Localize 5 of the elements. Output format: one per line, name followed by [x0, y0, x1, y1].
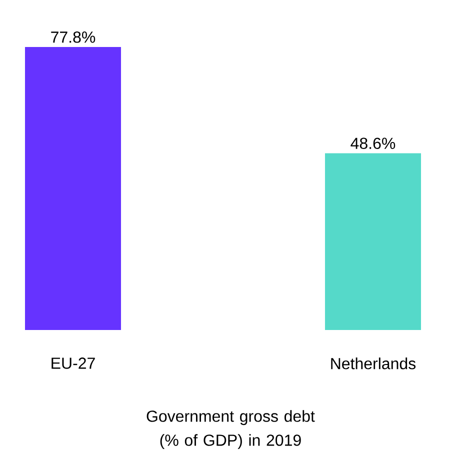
data-label: 77.8% — [51, 31, 96, 43]
x-axis-title: Government gross debt (% of GDP) in 2019 — [146, 410, 315, 450]
data-label: 48.6% — [350, 138, 396, 150]
x-tick-label: Netherlands — [331, 358, 416, 370]
x-tick-label: EU-27 — [52, 358, 95, 369]
